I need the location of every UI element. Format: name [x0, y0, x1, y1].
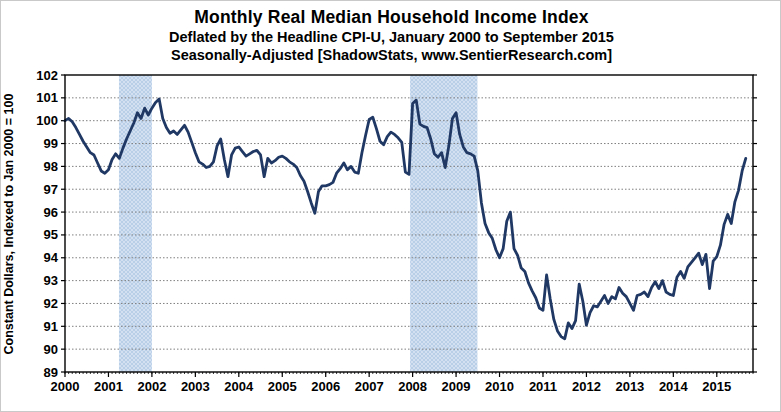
- x-tick-label: 2000: [51, 379, 80, 394]
- y-tick-label: 96: [44, 205, 58, 220]
- x-tick-label: 2009: [442, 379, 471, 394]
- y-tick-label: 97: [44, 182, 58, 197]
- y-tick-label: 91: [44, 319, 58, 334]
- y-tick-label: 95: [44, 227, 58, 242]
- x-tick-label: 2003: [181, 379, 210, 394]
- x-tick-label: 2001: [94, 379, 123, 394]
- y-tick-label: 98: [44, 159, 58, 174]
- y-tick-label: 99: [44, 136, 58, 151]
- x-tick-label: 2006: [311, 379, 340, 394]
- x-tick-label: 2015: [702, 379, 731, 394]
- y-tick-label: 94: [44, 250, 59, 265]
- y-tick-label: 102: [36, 68, 58, 83]
- plot-area: 89 90 91 92 93 94 95 96 97 98 99 100 101 102 2000 2001 2…: [1, 1, 781, 412]
- y-tick-label: 92: [44, 296, 58, 311]
- x-tick-label: 2013: [615, 379, 644, 394]
- x-tick-label: 2005: [268, 379, 297, 394]
- x-tick-label: 2002: [137, 379, 166, 394]
- x-tick-label: 2004: [224, 379, 254, 394]
- income-index-line: [65, 99, 746, 339]
- x-tick-label: 2008: [398, 379, 427, 394]
- y-tick-label: 89: [44, 365, 58, 380]
- x-tick-label: 2012: [572, 379, 601, 394]
- y-tick-label: 90: [44, 342, 58, 357]
- y-tick-label: 101: [36, 90, 58, 105]
- x-tick-label: 2010: [485, 379, 514, 394]
- x-tick-label: 2011: [529, 379, 557, 394]
- x-tick-label: 2007: [355, 379, 384, 394]
- y-tick-label: 100: [36, 113, 58, 128]
- chart-window: Monthly Real Median Household Income Ind…: [0, 0, 781, 412]
- x-tick-label: 2014: [659, 379, 689, 394]
- plot-border: [65, 75, 753, 372]
- y-tick-label: 93: [44, 273, 58, 288]
